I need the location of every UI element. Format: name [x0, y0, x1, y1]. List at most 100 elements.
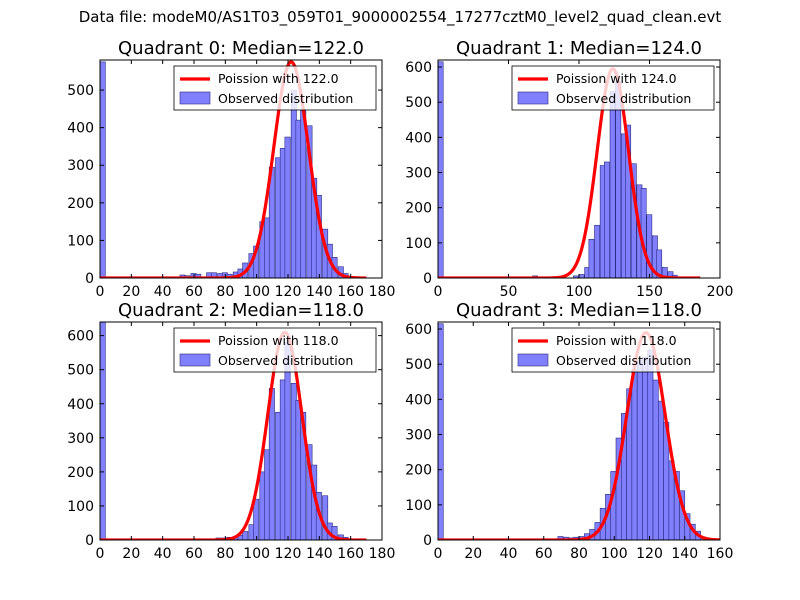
y-tick-label: 100: [405, 498, 432, 514]
x-tick-label: 140: [306, 546, 333, 562]
legend: Poission with 122.0 Observed distribution: [173, 65, 377, 111]
x-tick-label: 100: [566, 284, 593, 300]
panel-title: Quadrant 0: Median=122.0: [118, 38, 364, 59]
histogram-bar: [242, 531, 249, 540]
y-tick-label: 400: [405, 392, 432, 408]
x-tick-label: 20: [464, 546, 482, 562]
histogram-bar: [438, 323, 444, 540]
legend-bar-swatch: [517, 353, 549, 367]
y-tick-label: 200: [405, 463, 432, 479]
x-tick-label: 20: [122, 284, 140, 300]
x-tick-label: 20: [122, 546, 140, 562]
x-tick-label: 180: [369, 284, 396, 300]
y-tick-label: 400: [405, 130, 432, 146]
histogram-bar: [609, 91, 616, 278]
x-tick-label: 40: [500, 546, 518, 562]
y-tick-label: 500: [67, 363, 94, 379]
y-tick-label: 500: [67, 83, 94, 99]
legend-label-poisson: Poission with 122.0: [218, 71, 339, 86]
histogram-bar: [631, 369, 638, 540]
histogram-bar: [594, 224, 601, 278]
legend-label-poisson: Poission with 118.0: [556, 333, 677, 348]
panel-title: Quadrant 2: Median=118.0: [118, 300, 364, 321]
x-tick-label: 180: [369, 546, 396, 562]
legend: Poission with 118.0 Observed distribution: [173, 327, 377, 373]
panel-title: Quadrant 1: Median=124.0: [456, 38, 702, 59]
y-tick-label: 500: [405, 357, 432, 373]
quadrant-0-panel: 0 20 40 60 80 100 120 140 160 180 0 100 200 300 400 500…: [67, 38, 395, 300]
poisson-curve: [438, 67, 702, 278]
histogram-bar: [636, 360, 643, 540]
x-tick-label: 120: [275, 546, 302, 562]
y-tick-label: 200: [67, 465, 94, 481]
y-tick-label: 500: [405, 95, 432, 111]
y-tick-label: 300: [405, 428, 432, 444]
x-tick-label: 150: [636, 284, 663, 300]
histogram-bar: [642, 356, 649, 540]
histogram-bar: [300, 110, 307, 278]
histogram-bar: [210, 272, 217, 278]
y-tick-label: 300: [405, 166, 432, 182]
x-tick-label: 160: [337, 546, 364, 562]
x-tick-label: 100: [243, 546, 270, 562]
x-tick-label: 120: [275, 284, 302, 300]
x-tick-label: 140: [671, 546, 698, 562]
legend-bar-swatch: [179, 353, 211, 367]
y-tick-label: 100: [405, 236, 432, 252]
histogram-bar: [652, 379, 659, 540]
legend-bar-swatch: [517, 91, 549, 105]
x-tick-label: 60: [535, 546, 553, 562]
poisson-curve: [100, 330, 368, 540]
histogram-bar: [268, 388, 275, 540]
y-tick-label: 600: [67, 329, 94, 345]
histogram-bar: [604, 161, 610, 278]
y-tick-label: 0: [85, 271, 94, 287]
histogram-bar: [647, 349, 654, 540]
y-tick-label: 200: [405, 201, 432, 217]
quadrant-3-panel: 0 20 40 60 80 100 120 140 160 0 100 200 300 400 500 600…: [405, 300, 733, 562]
y-tick-label: 100: [67, 499, 94, 515]
histogram-bar: [578, 274, 585, 278]
histogram-bar: [195, 273, 202, 278]
legend-label-poisson: Poission with 124.0: [556, 71, 677, 86]
y-tick-label: 600: [405, 322, 432, 338]
x-tick-label: 100: [601, 546, 628, 562]
y-tick-label: 300: [67, 431, 94, 447]
y-tick-label: 400: [67, 121, 94, 137]
histogram-bars: [100, 322, 349, 540]
figure-title: Data file: modeM0/AS1T03_059T01_90000025…: [78, 8, 722, 26]
histogram-bar: [656, 249, 663, 278]
y-tick-label: 400: [67, 397, 94, 413]
x-tick-label: 0: [434, 284, 443, 300]
legend-bar-swatch: [179, 91, 211, 105]
quadrant-2-panel: 0 20 40 60 80 100 120 140 160 180 0 100 200 300 400 500…: [67, 300, 395, 562]
x-tick-label: 40: [154, 546, 172, 562]
x-tick-label: 80: [216, 546, 234, 562]
x-tick-label: 0: [96, 284, 105, 300]
legend: Poission with 118.0 Observed distribution: [511, 327, 715, 373]
x-tick-label: 0: [96, 546, 105, 562]
legend-label-poisson: Poission with 118.0: [218, 333, 339, 348]
histogram-bar: [588, 239, 595, 278]
x-tick-label: 0: [434, 546, 443, 562]
histogram-bar: [438, 61, 444, 278]
x-tick-label: 60: [185, 284, 203, 300]
legend-label-observed: Observed distribution: [218, 91, 353, 106]
x-tick-label: 50: [500, 284, 518, 300]
histogram-bar: [331, 526, 338, 540]
x-tick-label: 40: [154, 284, 172, 300]
legend-label-observed: Observed distribution: [556, 353, 691, 368]
x-tick-label: 80: [570, 546, 588, 562]
legend-label-observed: Observed distribution: [218, 353, 353, 368]
x-tick-label: 160: [707, 546, 734, 562]
x-tick-label: 120: [636, 546, 663, 562]
x-tick-label: 160: [337, 284, 364, 300]
x-tick-label: 80: [216, 284, 234, 300]
x-tick-label: 200: [707, 284, 734, 300]
histogram-bar: [100, 322, 106, 540]
axes-frame: [99, 59, 383, 279]
y-tick-label: 0: [423, 533, 432, 549]
x-tick-label: 60: [185, 546, 203, 562]
y-tick-label: 100: [67, 233, 94, 249]
